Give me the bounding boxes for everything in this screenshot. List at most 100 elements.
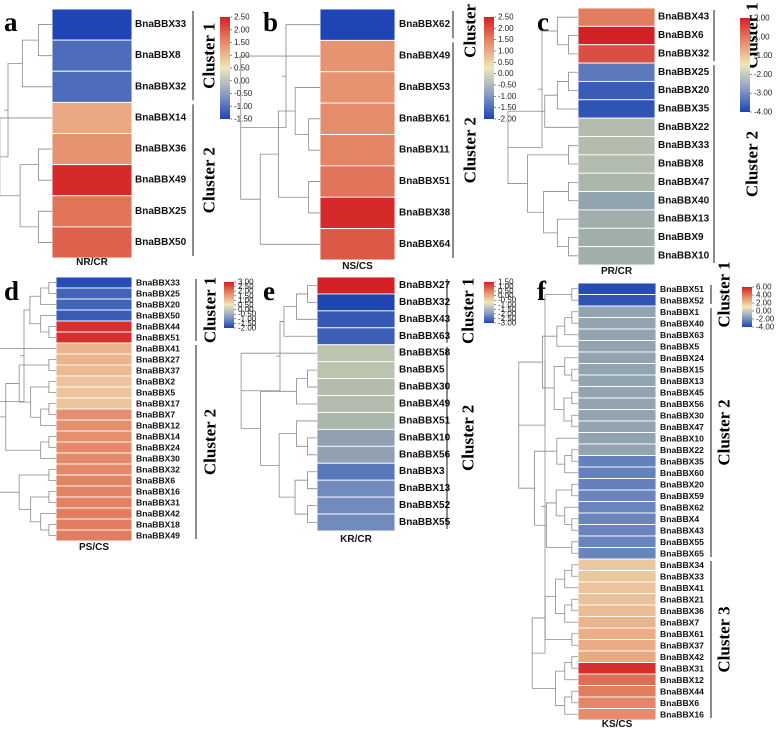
dendrogram-branch (0, 416, 20, 493)
gene-label: BnaBBX14 (136, 432, 180, 442)
scale-tick-label: -2.00 (754, 70, 773, 79)
dendrogram-branch (541, 335, 557, 389)
dendrogram-branch (240, 55, 320, 200)
dendrogram-branch (568, 35, 578, 55)
dendrogram-branch (556, 16, 578, 46)
dendrogram-branch (0, 117, 52, 197)
condition-label: PR/CR (601, 266, 633, 277)
dendrogram-branch (48, 491, 56, 503)
gene-label: BnaBBX51 (136, 333, 180, 343)
heatmap-cell (577, 44, 656, 64)
dendrogram-branch (48, 436, 56, 448)
cluster-label: Cluster 2 (715, 399, 734, 465)
dendrogram-branch (38, 148, 52, 181)
heatmap-cell (577, 246, 656, 266)
heatmap-cell (577, 673, 657, 686)
scale-tick-label: 3.00 (238, 278, 254, 287)
dendrogram-branch (555, 578, 565, 615)
scale-tick-label: 4.00 (756, 291, 772, 300)
dendrogram-branch (48, 381, 56, 393)
dendrogram-branch (283, 306, 317, 337)
dendrogram-branch (564, 662, 578, 681)
dendrogram-branch (556, 81, 578, 110)
gene-label: BnaBBX50 (136, 311, 180, 321)
dendrogram-branch (0, 63, 23, 158)
scale-tick-label: 0.00 (498, 291, 514, 300)
gene-label: BnaBBX30 (136, 454, 180, 464)
scale-tick-label: 2.00 (756, 299, 772, 308)
gene-label: BnaBBX32 (399, 297, 451, 308)
dendrogram-branch (571, 483, 578, 497)
heatmap-cell (577, 227, 656, 248)
gene-label: BnaBBX13 (399, 483, 451, 494)
gene-label: BnaBBX3 (399, 466, 445, 477)
heatmap-cell (577, 489, 657, 502)
dendrogram-branch (568, 181, 578, 202)
scale-tick-label: 2.00 (754, 14, 770, 23)
gene-label: BnaBBX47 (660, 422, 704, 432)
dendrogram-branch (296, 293, 317, 320)
gene-label: BnaBBX51 (399, 415, 451, 426)
gene-label: BnaBBX25 (658, 67, 710, 78)
heatmap-cell (577, 581, 657, 594)
heatmap-cell (577, 627, 657, 640)
dendrogram-branch (564, 455, 578, 474)
heatmap-cell (577, 478, 657, 491)
panel-letter: d (4, 276, 19, 306)
gene-label: BnaBBX62 (399, 19, 451, 30)
gene-label: BnaBBX12 (660, 675, 704, 685)
gene-label: BnaBBX7 (136, 410, 175, 420)
gene-label: BnaBBX10 (658, 250, 710, 261)
heatmap-cell (577, 466, 657, 479)
dendrogram-branch (40, 315, 56, 333)
heatmap-cell (55, 485, 133, 498)
heatmap-cell (316, 276, 396, 295)
gene-label: BnaBBX55 (399, 517, 451, 528)
scale-tick-label: -2.00 (498, 309, 517, 318)
heatmap-cell (51, 70, 133, 103)
gene-label: BnaBBX40 (660, 318, 704, 328)
gene-label: BnaBBX2 (136, 377, 175, 387)
dendrogram-branch (568, 145, 578, 165)
dendrogram-branch (571, 633, 578, 646)
dendrogram-branch (30, 386, 49, 418)
heatmap-cell (55, 408, 133, 421)
dendrogram-branch (19, 164, 39, 228)
dendrogram-branch (568, 71, 578, 92)
scale-tick-label: 1.00 (498, 47, 514, 56)
condition-label: NR/CR (76, 257, 108, 268)
heatmap-cell (577, 136, 656, 156)
scale-tick-label: 1.50 (238, 291, 254, 300)
heatmap-cell (577, 604, 657, 617)
scale-tick-label: 0.50 (234, 64, 250, 73)
gene-label: BnaBBX40 (658, 195, 710, 206)
scale-tick-label: -0.50 (498, 296, 517, 305)
gene-label: BnaBBX12 (136, 421, 180, 431)
heatmap-cell (316, 412, 396, 430)
dendrogram-branch (307, 437, 317, 456)
scale-tick-label: 1.50 (498, 278, 514, 287)
scale-tick-label: 1.00 (498, 282, 514, 291)
gene-label: BnaBBX18 (136, 520, 180, 530)
dendrogram-branch (278, 110, 309, 198)
heatmap-cell (55, 276, 133, 289)
heatmap-cell (577, 639, 657, 652)
heatmap-cell (55, 386, 133, 399)
dendrogram-branch (40, 408, 56, 426)
heatmap-cell (316, 361, 396, 380)
heatmap-cell (316, 344, 396, 363)
cluster-label: Cluster 3 (715, 606, 734, 672)
heatmap-cell (577, 294, 657, 307)
scale-tick-label: 0.50 (498, 287, 514, 296)
scale-tick-label: 0.00 (234, 76, 250, 85)
heatmap-cell (577, 535, 657, 548)
heatmap-cell (55, 529, 133, 542)
gene-label: BnaBBX16 (660, 709, 704, 719)
dendrogram-branch (571, 541, 578, 554)
scale-tick-label: -2.00 (498, 115, 517, 124)
scale-tick-label: 1.00 (234, 51, 250, 60)
heatmap-cell (577, 524, 657, 537)
panel-letter: b (263, 7, 278, 37)
gene-label: BnaBBX31 (660, 663, 704, 673)
